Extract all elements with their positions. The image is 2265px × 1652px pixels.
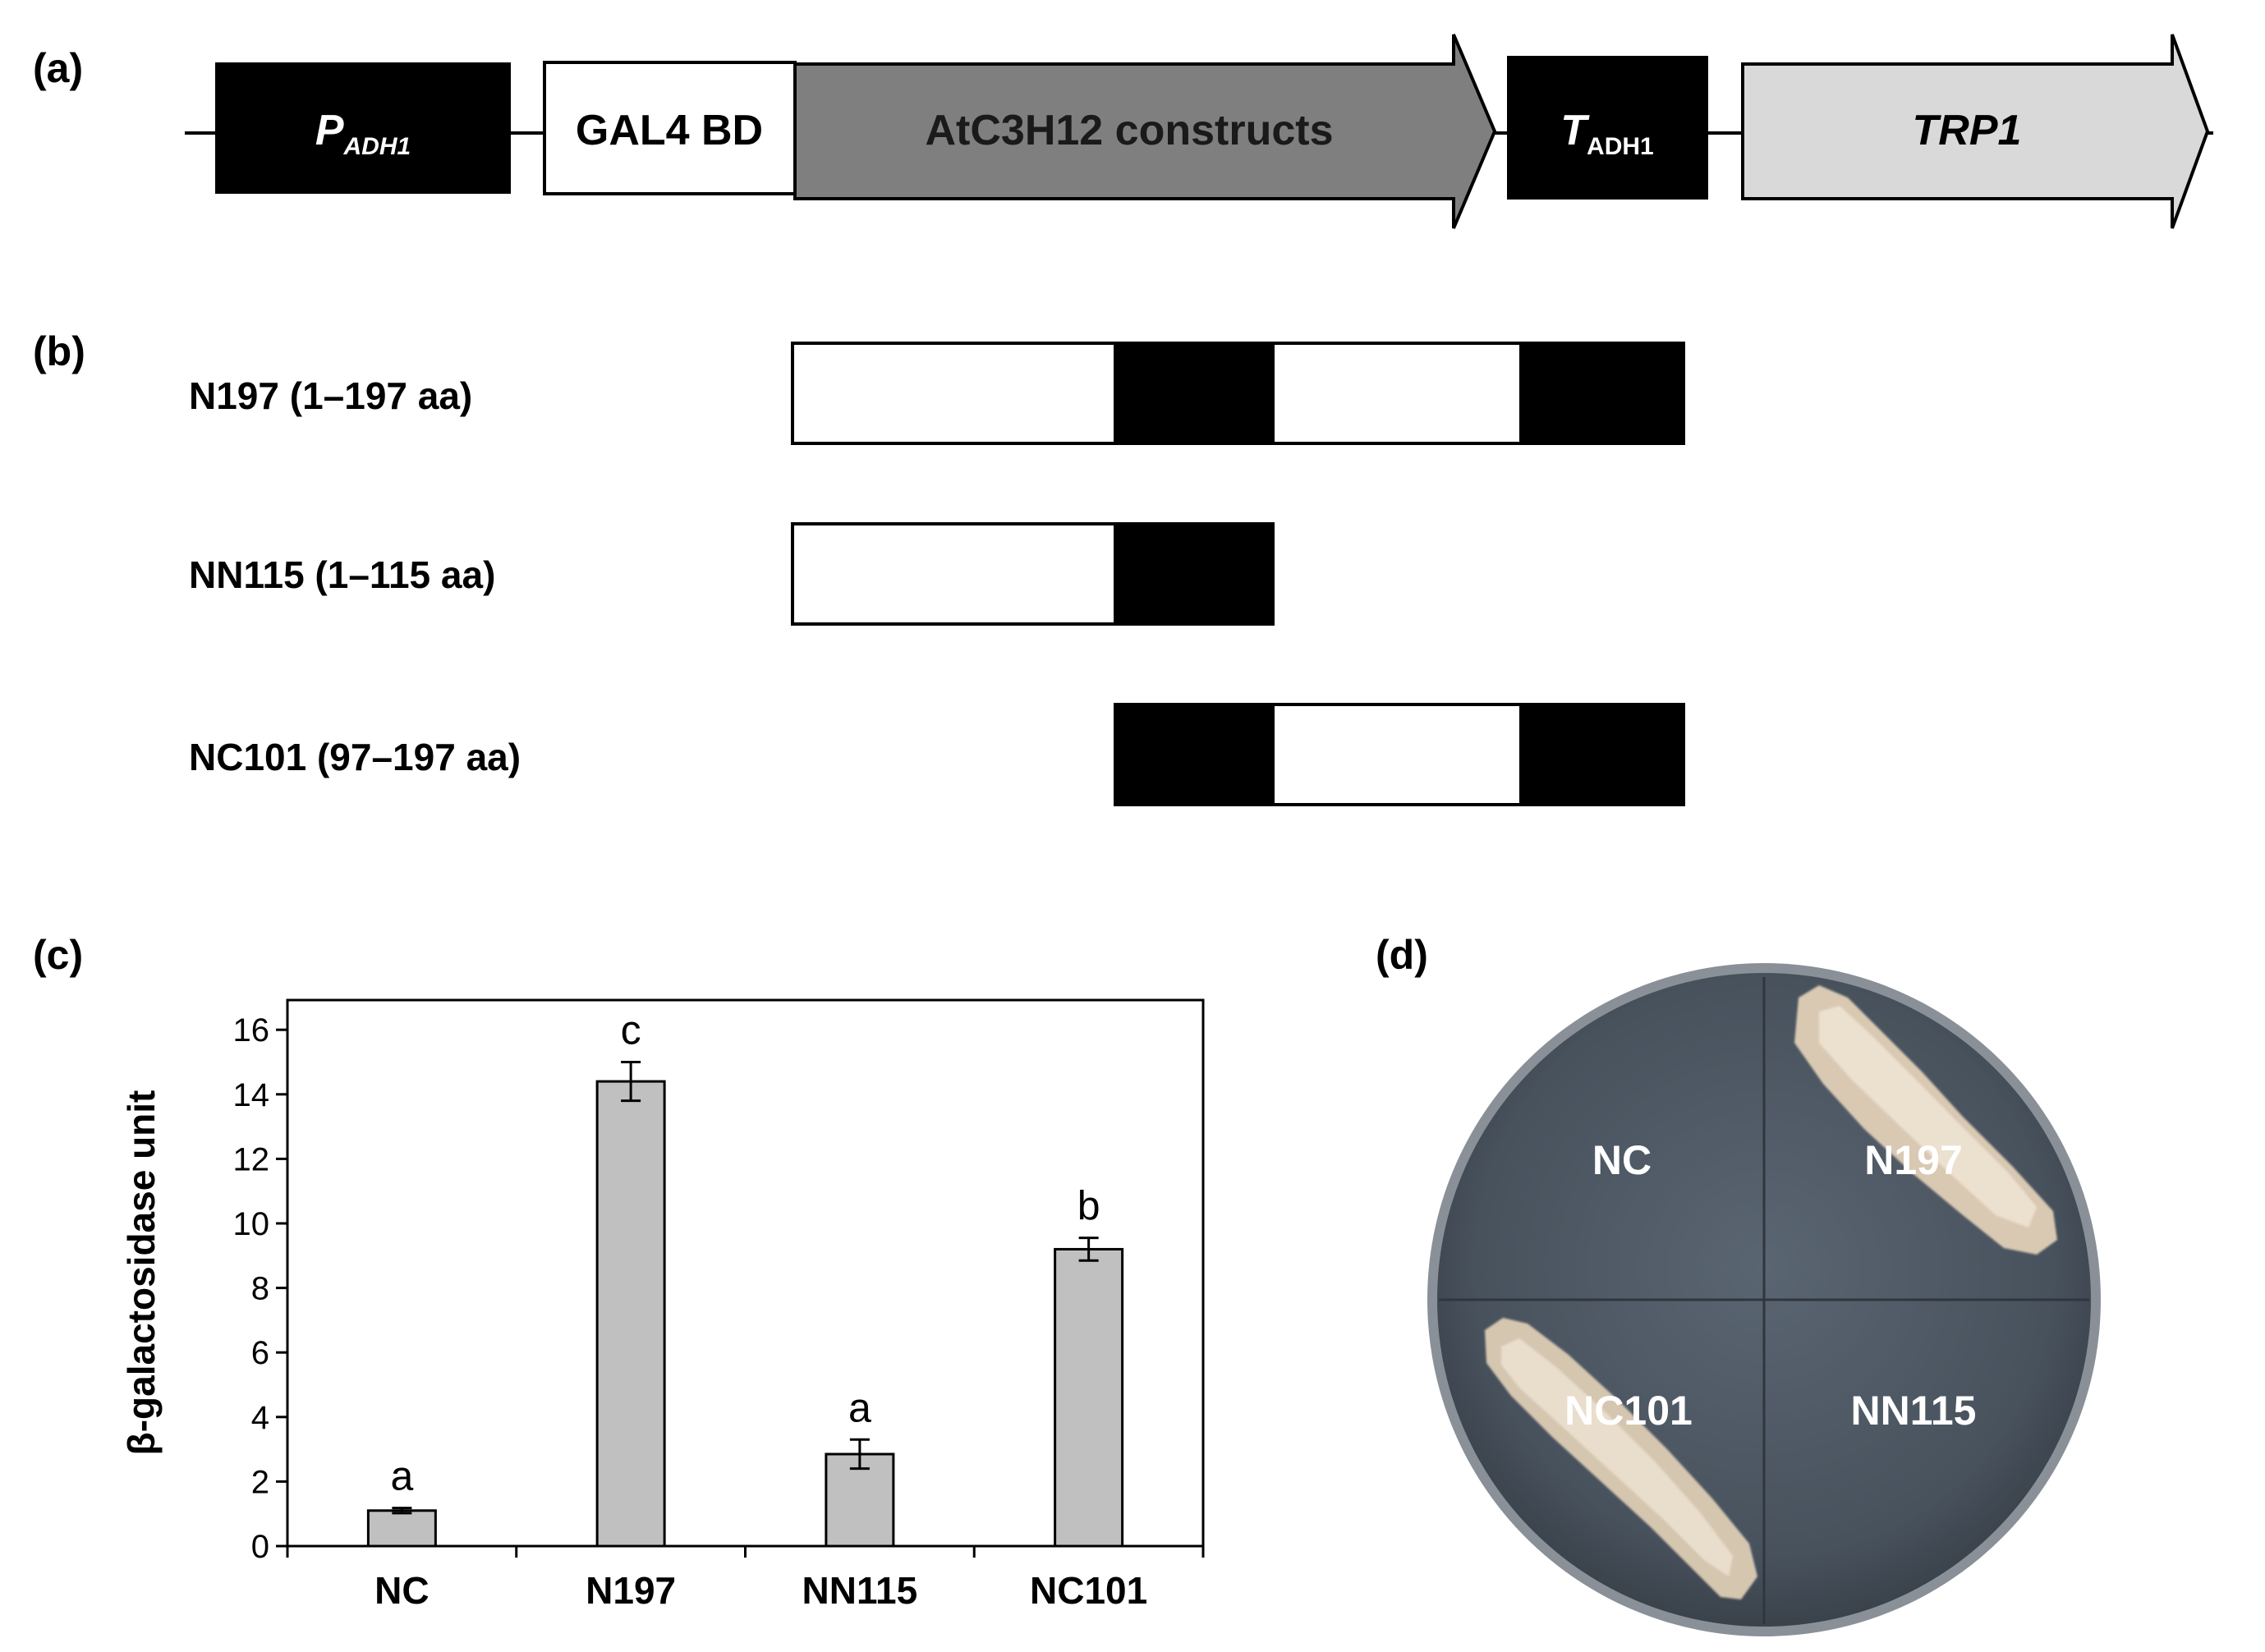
plate-label-bottom-left: NC101 [1564,1388,1693,1434]
y-tick-label: 6 [251,1335,269,1371]
chart-bars: a c a b [366,1007,1124,1548]
significance-letter-nc: a [390,1453,413,1499]
panel-label-c: (c) [33,932,83,978]
y-tick-label: 16 [233,1012,270,1049]
y-tick-label: 4 [251,1400,269,1436]
yeast-streak-n197 [1794,985,2057,1255]
terminator-adh1-label: TADH1 [1560,107,1653,160]
expression-cassette: PADH1 GAL4 BD AtC3H12 constructs TADH1 T… [185,34,2213,229]
plate-label-bottom-right: NN115 [1851,1388,1977,1434]
construct-row-nn115: NN115 (1–115 aa) [189,522,1275,626]
construct-label-nc101: NC101 (97–197 aa) [189,736,521,778]
bar-nc [366,1509,437,1548]
y-tick-label: 0 [251,1529,269,1565]
trp1-label: TRP1 [1913,107,2022,154]
nn115-segment-2 [1114,522,1275,626]
bar-nc101 [1054,1247,1124,1548]
nc101-segment-2 [1271,703,1523,806]
category-label-n197: N197 [586,1569,676,1612]
y-axis-title: β-galactosidase unit [120,1090,163,1456]
y-tick-label: 8 [251,1271,269,1307]
beta-galactosidase-bar-chart: 0 2 4 6 8 10 12 14 16 a c a b NC N197 NN115 NC101 β-ga… [120,998,1205,1612]
panel-label-b: (b) [33,328,85,374]
gal4-bd-label: GAL4 BD [576,107,763,154]
terminator-adh1-box [1507,56,1708,200]
y-tick-label: 2 [251,1464,269,1500]
nc101-segment-1 [1114,703,1275,806]
category-label-nn115: NN115 [802,1569,918,1612]
n197-segment-3 [1271,342,1523,445]
yeast-streak-nc101 [1485,1318,1757,1599]
construct-row-nc101: NC101 (97–197 aa) [189,703,1685,806]
significance-letter-nc101: b [1077,1183,1100,1229]
gal4-bd-box [543,61,797,195]
atc3h12-arrow [793,34,1497,229]
nc101-segment-3 [1519,703,1685,806]
promoter-adh1-label: PADH1 [315,107,411,160]
construct-label-nn115: NN115 (1–115 aa) [189,553,495,596]
significance-letter-n197: c [621,1007,641,1053]
promoter-adh1-box [215,62,511,194]
n197-segment-1 [791,342,1117,445]
trp1-arrow [1741,34,2210,229]
bar-n197 [595,1080,666,1548]
y-tick-label: 12 [233,1141,270,1177]
nn115-segment-1 [791,522,1117,626]
y-axis-ticks: 0 2 4 6 8 10 12 14 16 [233,1012,287,1565]
n197-segment-2 [1114,342,1275,445]
category-label-nc101: NC101 [1030,1569,1147,1612]
y-tick-label: 10 [233,1206,270,1242]
yeast-plate-photo: NC N197 NC101 NN115 [1427,963,2101,1636]
plate-label-top-right: N197 [1864,1137,1963,1183]
x-axis-categories: NC N197 NN115 NC101 [286,1546,1205,1612]
panel-label-a: (a) [33,45,83,91]
construct-label-n197: N197 (1–197 aa) [189,374,472,417]
y-tick-label: 14 [233,1077,270,1113]
plate-label-top-left: NC [1592,1137,1652,1183]
significance-letter-nn115: a [848,1384,871,1430]
construct-row-n197: N197 (1–197 aa) [189,342,1685,445]
atc3h12-label: AtC3H12 constructs [925,107,1333,154]
category-label-nc: NC [374,1569,429,1612]
n197-segment-4 [1519,342,1685,445]
panel-label-d: (d) [1376,932,1428,978]
